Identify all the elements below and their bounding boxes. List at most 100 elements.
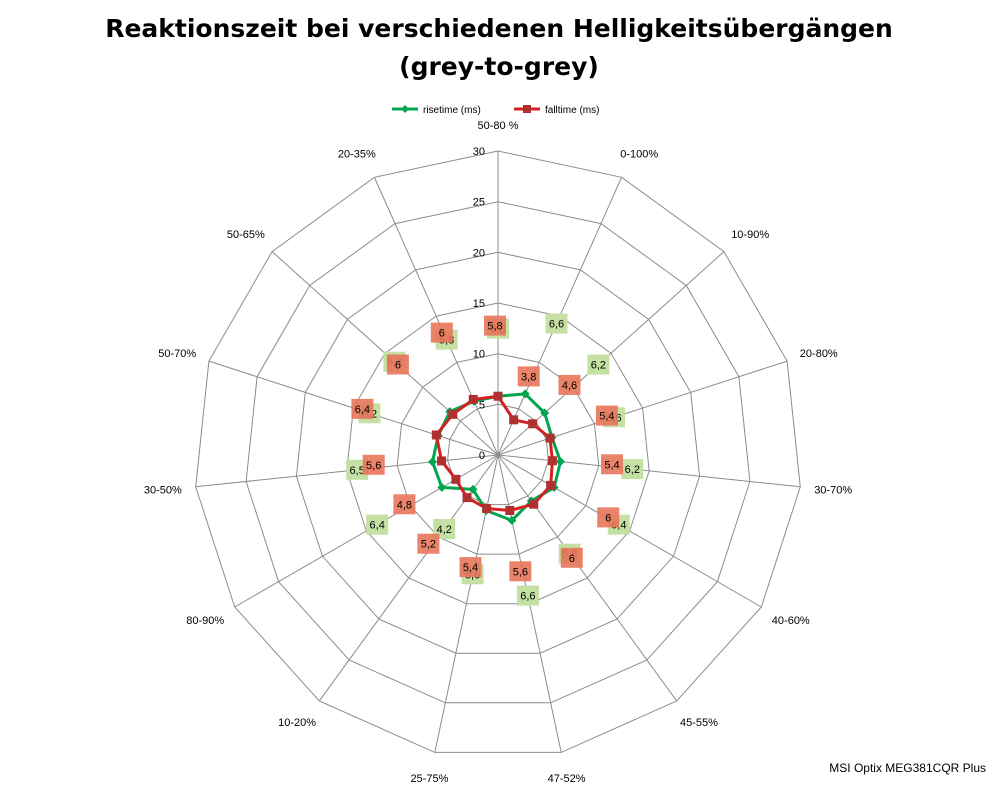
monitor-model-label: MSI Optix MEG381CQR Plus <box>829 761 986 775</box>
falltime-data-label: 6 <box>439 328 445 340</box>
falltime-data-label-box <box>351 398 374 419</box>
falltime-data-label: 6 <box>605 512 611 524</box>
chart-title: Reaktionszeit bei verschiedenen Helligke… <box>0 10 998 86</box>
category-label: 0-100% <box>620 149 658 161</box>
category-label: 10-90% <box>731 229 769 241</box>
falltime-marker <box>545 433 555 443</box>
falltime-marker <box>509 415 519 425</box>
falltime-data-label-box <box>595 405 618 426</box>
category-label: 40-60% <box>772 615 810 627</box>
legend: risetime (ms) falltime (ms) <box>392 105 599 116</box>
falltime-data-label: 5,4 <box>599 411 614 423</box>
tick-label: 10 <box>473 349 485 361</box>
falltime-data-label: 5,4 <box>463 562 478 574</box>
category-label: 25-75% <box>410 773 448 785</box>
risetime-marker <box>507 515 517 525</box>
risetime-data-label: 4,2 <box>437 524 452 536</box>
falltime-marker <box>482 504 492 514</box>
falltime-data-label-box <box>484 315 506 336</box>
falltime-data-label-box <box>393 494 416 515</box>
falltime-marker <box>451 474 461 484</box>
risetime-data-label: 6,6 <box>549 319 564 331</box>
category-label: 45-55% <box>680 717 718 729</box>
risetime-data-label: 6,2 <box>625 464 640 476</box>
risetime-marker <box>540 408 550 418</box>
falltime-series-line <box>434 394 554 512</box>
falltime-data-label-box <box>560 547 583 568</box>
chart-title-line2: (grey-to-grey) <box>399 52 599 81</box>
risetime-marker <box>555 457 565 467</box>
falltime-marker <box>493 391 503 401</box>
risetime-data-label-box <box>366 514 389 535</box>
radial-tick-labels: 0 5 10 15 20 25 30 <box>473 146 485 462</box>
falltime-data-label: 5,8 <box>487 321 502 333</box>
falltime-data-label-box <box>386 354 409 375</box>
category-label: 30-50% <box>144 485 182 497</box>
falltime-marker <box>505 506 515 516</box>
risetime-marker <box>437 482 447 492</box>
falltime-marker <box>528 419 538 429</box>
falltime-data-label: 6,4 <box>355 404 370 416</box>
category-label: 80-90% <box>186 615 224 627</box>
grid-spoke <box>497 454 801 488</box>
risetime-data-label: 6,4 <box>370 520 385 532</box>
falltime-marker <box>462 493 472 503</box>
category-label: 50-65% <box>227 229 265 241</box>
falltime-legend-label: falltime (ms) <box>545 105 599 116</box>
risetime-legend-marker <box>401 105 409 113</box>
category-labels: 50-80 % 0-100% 10-90% 20-80% 30-70% 40-60% 45-… <box>144 120 852 785</box>
falltime-legend-marker <box>523 105 531 113</box>
tick-label: 30 <box>473 146 485 158</box>
tick-label: 20 <box>473 247 485 259</box>
risetime-marker <box>468 484 478 494</box>
falltime-data-label: 5,4 <box>604 459 619 471</box>
falltime-data-label: 6 <box>395 360 401 372</box>
chart-title-line1: Reaktionszeit bei verschiedenen Helligke… <box>105 14 893 43</box>
falltime-marker <box>546 480 556 490</box>
risetime-legend-label: risetime (ms) <box>423 105 481 116</box>
grid-ring <box>245 201 751 704</box>
falltime-marker <box>437 456 447 466</box>
grid-spoke <box>373 177 499 456</box>
falltime-data-label-box <box>362 454 385 475</box>
tick-label: 15 <box>473 298 485 310</box>
falltime-data-label: 4,6 <box>562 380 577 392</box>
grid-spoke <box>497 454 678 702</box>
risetime-data-label-box <box>587 354 610 375</box>
risetime-data-label: 6,5 <box>350 465 365 477</box>
tick-label: 5 <box>479 399 485 411</box>
falltime-marker <box>448 409 458 419</box>
category-label: 20-80% <box>800 348 838 360</box>
grid-ring <box>396 353 600 555</box>
falltime-data-label-box <box>459 557 482 578</box>
falltime-data-label: 6 <box>569 553 575 565</box>
risetime-data-label: 6,2 <box>591 360 606 372</box>
grid-ring <box>195 150 801 753</box>
category-label: 20-35% <box>338 149 376 161</box>
falltime-data-label-box <box>430 322 453 343</box>
category-label: 50-80 % <box>478 120 519 132</box>
falltime-data-label: 5,6 <box>366 460 381 472</box>
falltime-data-label-box <box>601 454 623 475</box>
data-labels: 5,86,66,25,66,26,45,66,65,64,26,46,56,26… <box>346 313 644 606</box>
tick-label: 25 <box>473 197 485 209</box>
category-label: 10-20% <box>278 717 316 729</box>
category-label: 50-70% <box>158 348 196 360</box>
falltime-data-label-box <box>517 366 540 387</box>
falltime-data-label-box <box>558 374 581 395</box>
falltime-marker <box>468 394 478 404</box>
falltime-data-label: 5,2 <box>421 539 436 551</box>
risetime-data-label-box <box>621 459 644 480</box>
falltime-marker <box>529 499 539 509</box>
falltime-data-label-box <box>597 507 620 528</box>
category-label: 30-70% <box>814 485 852 497</box>
falltime-data-label-box <box>417 533 440 554</box>
grid-ring <box>346 302 650 605</box>
falltime-data-label: 3,8 <box>521 371 536 383</box>
grid-ring <box>295 251 701 654</box>
risetime-data-label-box <box>545 313 568 334</box>
falltime-data-label: 4,8 <box>397 499 412 511</box>
falltime-data-label-box <box>509 561 532 582</box>
radar-grid <box>195 150 801 753</box>
